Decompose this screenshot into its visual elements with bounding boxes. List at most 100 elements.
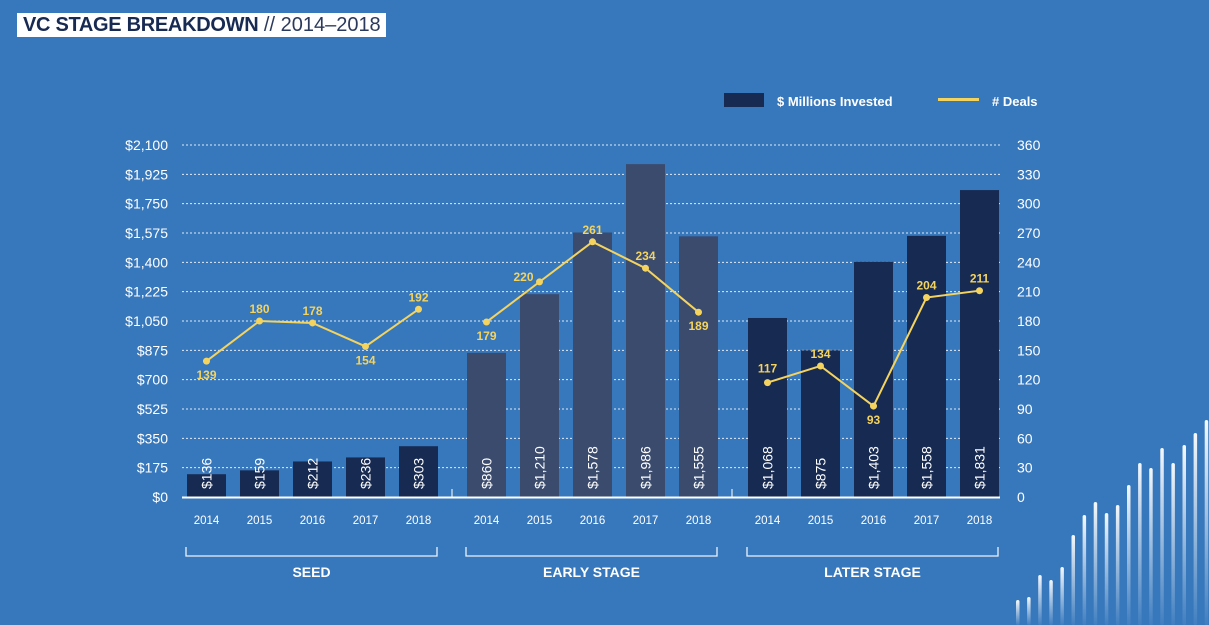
legend: $ Millions Invested # Deals <box>724 93 1038 109</box>
y-right-tick-label: 180 <box>1017 313 1041 329</box>
bar <box>679 236 718 497</box>
y-left-tick-label: $175 <box>137 460 168 476</box>
deals-value-label: 179 <box>476 329 496 343</box>
y-right-tick-label: 120 <box>1017 372 1041 388</box>
y-left-tick-label: $1,575 <box>125 225 168 241</box>
bar-value-label: $1,578 <box>585 446 601 489</box>
y-left-tick-label: $0 <box>152 489 168 505</box>
bar-value-label: $1,558 <box>919 446 935 489</box>
deals-point <box>976 287 983 295</box>
chart-title: VC STAGE BREAKDOWN // 2014–2018 <box>17 13 386 37</box>
decorative-bar <box>1060 567 1064 625</box>
chart-title-main: VC STAGE BREAKDOWN <box>23 14 259 36</box>
y-right-tick-label: 240 <box>1017 254 1041 270</box>
deals-point <box>309 319 316 327</box>
bar-value-label: $159 <box>252 458 268 489</box>
deals-value-label: 220 <box>513 270 533 284</box>
bar <box>240 470 279 497</box>
x-tick-label: 2014 <box>755 515 781 527</box>
y-right-tick-label: 90 <box>1017 401 1033 417</box>
decorative-bar <box>1204 420 1209 625</box>
deals-point <box>870 402 877 410</box>
y-left-tick-label: $1,050 <box>125 313 168 329</box>
y-right-tick-label: 210 <box>1017 284 1041 300</box>
deals-value-label: 93 <box>867 413 881 427</box>
decorative-bar <box>1182 445 1186 625</box>
group-bracket <box>185 547 438 557</box>
bar <box>187 474 226 497</box>
x-tick-label: 2016 <box>580 515 606 527</box>
deals-value-label: 211 <box>970 272 990 286</box>
bar <box>467 352 506 497</box>
deals-point <box>923 294 930 302</box>
deals-point <box>695 308 702 316</box>
x-tick-label: 2015 <box>247 515 273 527</box>
y-right-tick-label: 330 <box>1017 166 1041 182</box>
y-left-tick-label: $1,925 <box>125 166 168 182</box>
bar <box>748 317 787 497</box>
decorative-bar <box>1193 433 1198 625</box>
x-tick-label: 2016 <box>300 515 326 527</box>
deals-value-label: 117 <box>758 362 778 376</box>
deals-value-label: 192 <box>408 290 428 304</box>
deal-lines: 139 180 178 154 192 179 220 261 234 189 117 134 93 20… <box>196 223 989 427</box>
bar-value-label: $136 <box>199 458 215 489</box>
deals-value-label: 180 <box>249 302 269 316</box>
decorative-bar <box>1049 580 1053 625</box>
bar-value-label: $1,210 <box>532 446 548 489</box>
decorative-bars <box>1016 420 1209 625</box>
x-tick-label: 2018 <box>686 515 712 527</box>
decorative-bar <box>1071 535 1075 625</box>
bar-value-label: $860 <box>479 458 495 489</box>
decorative-bar <box>1016 600 1020 625</box>
deals-value-label: 134 <box>810 347 830 361</box>
deals-point <box>536 278 543 286</box>
decorative-bar <box>1160 448 1164 625</box>
y-left-tick-label: $1,225 <box>125 284 168 300</box>
x-tick-label: 2017 <box>353 515 379 527</box>
decorative-bar <box>1027 597 1031 625</box>
bar-value-label: $1,403 <box>866 446 882 489</box>
decorative-bar <box>1171 463 1175 625</box>
deals-value-label: 234 <box>635 249 655 263</box>
deals-point <box>415 305 422 313</box>
bar-value-label: $1,986 <box>638 446 654 489</box>
group-bracket <box>746 547 999 557</box>
deals-point <box>483 318 490 326</box>
x-tick-label: 2015 <box>527 515 553 527</box>
bar-value-label: $1,831 <box>972 446 988 489</box>
x-tick-label: 2017 <box>914 515 940 527</box>
decorative-bar <box>1149 468 1153 625</box>
deals-point <box>589 238 596 246</box>
deals-point <box>642 264 649 272</box>
decorative-bar <box>1127 485 1131 625</box>
y-left-tick-label: $875 <box>137 342 168 358</box>
bars: $136 $159 $212 $236 $303 $860 $1,210 $1,578 $1,9… <box>187 164 999 498</box>
group-label: LATER STAGE <box>824 564 921 580</box>
legend-swatch-bars <box>724 93 764 107</box>
x-tick-label: 2014 <box>474 515 500 527</box>
deals-point <box>362 342 369 350</box>
bar <box>346 457 385 497</box>
y-right-tick-label: 0 <box>1017 489 1025 505</box>
bar <box>960 190 999 497</box>
x-tick-label: 2017 <box>633 515 659 527</box>
decorative-bar <box>1138 463 1142 625</box>
bar <box>573 232 612 498</box>
x-tick-label: 2018 <box>967 515 993 527</box>
y-left-tick-label: $1,750 <box>125 196 168 212</box>
deals-value-label: 178 <box>302 304 322 318</box>
bar-value-label: $303 <box>411 458 427 489</box>
y-right-tick-label: 300 <box>1017 196 1041 212</box>
y-left-tick-label: $2,100 <box>125 137 168 153</box>
chart-title-suffix: // 2014–2018 <box>263 14 381 36</box>
bar-value-label: $875 <box>813 458 829 489</box>
y-left-tick-label: $525 <box>137 401 168 417</box>
axes: $0 0 $175 30 $350 60 $525 90 $700 120 $875 150 $1,05… <box>125 137 1040 580</box>
y-right-tick-label: 270 <box>1017 225 1041 241</box>
group-label: EARLY STAGE <box>543 564 640 580</box>
decorative-bar <box>1038 575 1042 625</box>
bar <box>293 461 332 497</box>
deals-point <box>256 317 263 325</box>
y-right-tick-label: 60 <box>1017 430 1033 446</box>
